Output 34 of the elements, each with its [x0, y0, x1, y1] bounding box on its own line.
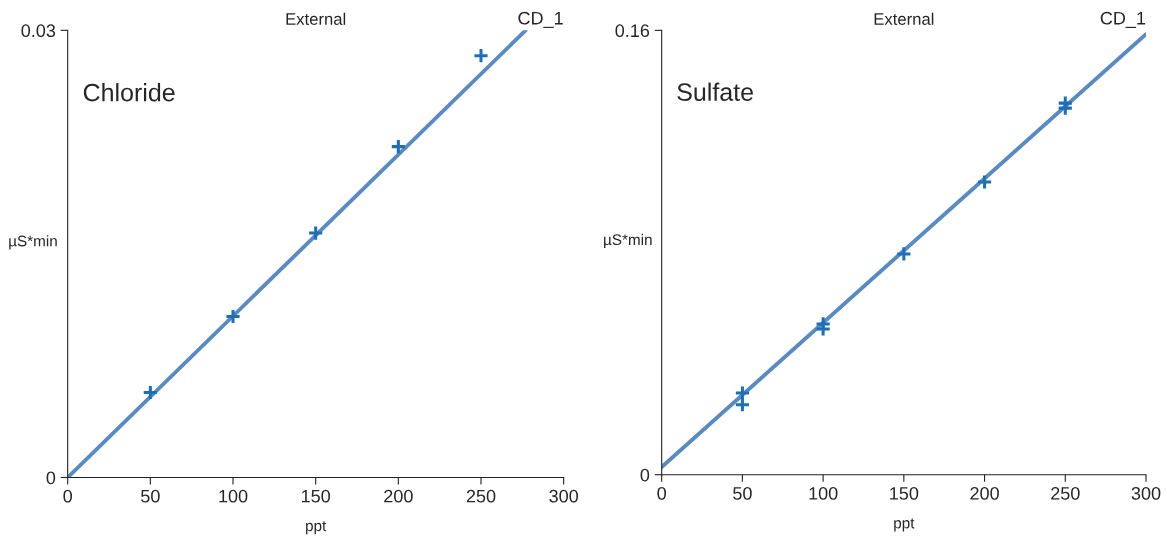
point — [976, 173, 993, 191]
text: CD_1 — [518, 11, 563, 28]
y-axis-title: µS*min — [604, 233, 652, 249]
text: CD_1 — [1100, 11, 1146, 28]
point — [472, 47, 490, 64]
x-tick-label: 200 — [970, 487, 999, 500]
y-axis-title: µS*min — [9, 235, 57, 250]
x-tick-label: 0 — [63, 489, 72, 503]
x-tick-label: 0 — [657, 487, 666, 500]
x-tick-label: 150 — [890, 487, 919, 500]
point — [390, 138, 407, 155]
x-tick-label: 300 — [1131, 487, 1161, 500]
x-axis-title: ppt — [894, 518, 915, 532]
x-tick-label: 100 — [219, 489, 248, 503]
x-tick-label: 150 — [301, 489, 331, 503]
annotation: Chloride — [83, 83, 175, 102]
x-tick-label: 250 — [1051, 487, 1080, 500]
x-axis-title: ppt — [306, 521, 327, 535]
chart-title: External — [874, 12, 934, 25]
point — [895, 245, 912, 263]
x-tick-label: 50 — [733, 487, 752, 500]
point — [307, 224, 324, 242]
x-tick-label: 50 — [141, 489, 160, 503]
x-tick-label: 250 — [466, 489, 496, 503]
y-tick-label: 0.16 — [615, 24, 650, 38]
point — [142, 384, 159, 401]
x-tick-label: 200 — [384, 489, 413, 503]
x-tick-label: 300 — [549, 489, 579, 503]
point — [734, 396, 751, 413]
annotation: Sulfate — [677, 82, 753, 101]
point — [224, 308, 242, 325]
y-tick-label: 0.03 — [21, 24, 56, 38]
x-tick-label: 100 — [809, 487, 838, 500]
chart-title: External — [286, 12, 346, 25]
